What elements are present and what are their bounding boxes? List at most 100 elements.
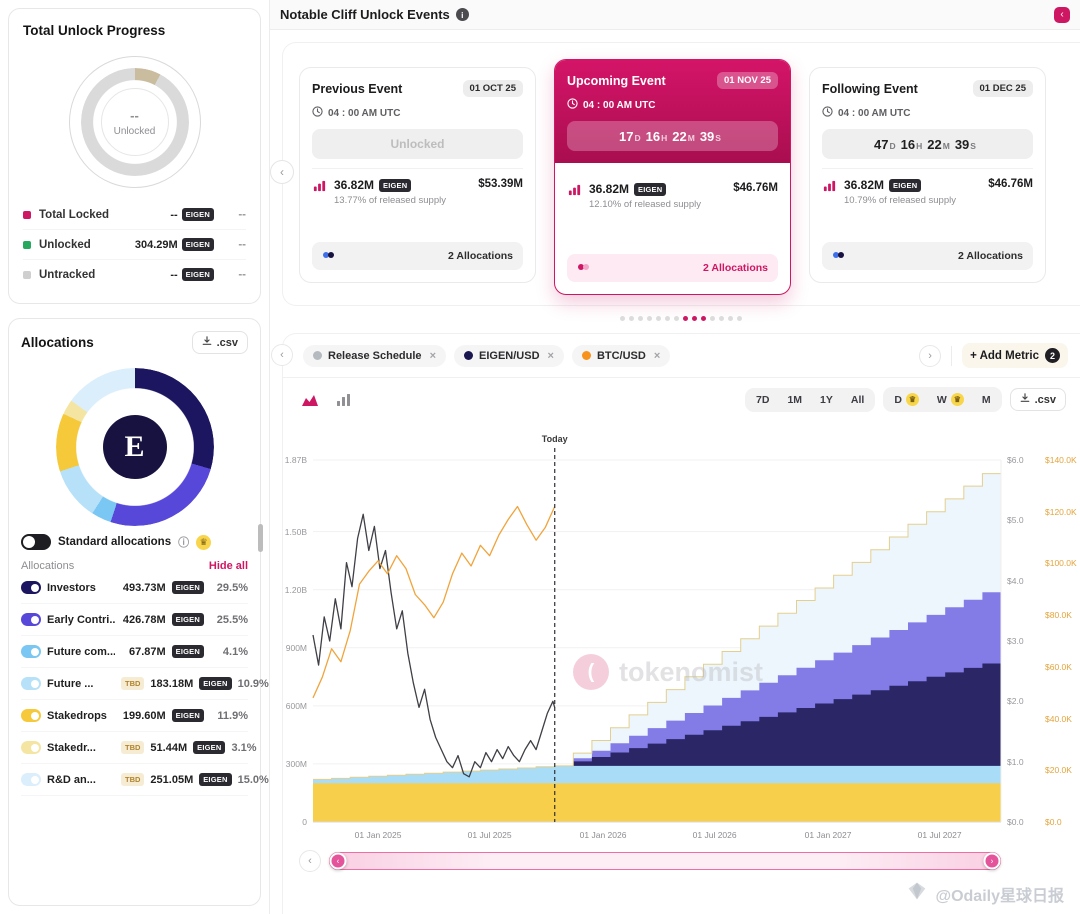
pagination-dot[interactable] — [674, 316, 679, 321]
standard-allocations-toggle[interactable] — [21, 534, 51, 550]
yleft-tick: 0 — [302, 817, 307, 827]
event-allocations-button[interactable]: 2 Allocations — [822, 242, 1033, 270]
close-icon[interactable]: × — [547, 349, 554, 362]
pagination-dot[interactable] — [638, 316, 643, 321]
time-range-brush[interactable]: ‹ › — [329, 852, 1001, 870]
allocation-row-rd-tbd[interactable]: R&D an... TBD 251.05M EIGEN 15.0% — [21, 764, 269, 796]
allocations-dots-icon — [322, 250, 336, 263]
allocation-percent: 11.9% — [217, 709, 248, 722]
supply-percent: 13.77% of released supply — [334, 195, 446, 206]
diamond-icon — [907, 881, 927, 906]
allocation-row-investors[interactable]: Investors 493.73M EIGEN 29.5% — [21, 572, 248, 604]
allocation-row-stakedrops[interactable]: Stakedrops 199.60M EIGEN 11.9% — [21, 700, 248, 732]
series-toggle[interactable] — [21, 581, 41, 594]
granularity-day[interactable]: D ♛ — [885, 389, 928, 410]
allocation-row-stakedrops-tbd[interactable]: Stakedr... TBD 51.44M EIGEN 3.1% — [21, 732, 257, 764]
close-icon[interactable]: × — [429, 349, 436, 362]
legend-secondary-value: -- — [238, 268, 246, 281]
event-allocations-button[interactable]: 2 Allocations — [312, 242, 523, 270]
info-icon[interactable]: i — [455, 8, 469, 21]
range-1y[interactable]: 1Y — [820, 393, 833, 406]
odaily-text: @Odaily星球日报 — [935, 887, 1064, 905]
unlock-amount: 36.82M — [334, 178, 375, 192]
bar-chart-type-button[interactable] — [331, 389, 357, 411]
xaxis-tick: 01 Jul 2027 — [917, 830, 962, 840]
series-toggle[interactable] — [21, 613, 41, 626]
previous-event-card: Previous Event 01 OCT 25 04 : 00 AM UTC … — [299, 67, 536, 283]
area-chart-type-button[interactable] — [297, 389, 323, 411]
allocation-name: Stakedr... — [47, 741, 96, 754]
allocation-percent: 29.5% — [216, 581, 248, 594]
granularity-week[interactable]: W ♛ — [928, 389, 973, 410]
allocation-value: 493.73M — [122, 581, 166, 594]
info-icon[interactable]: ⓘ — [178, 537, 190, 549]
chips-scroll-right-button[interactable]: › — [919, 344, 942, 367]
allocations-card-title: Allocations — [21, 335, 94, 350]
allocation-row-future-tbd[interactable]: Future ... TBD 183.18M EIGEN 10.9% — [21, 668, 269, 700]
collapse-panel-button[interactable]: ‹ — [1054, 6, 1070, 23]
pagination-dot[interactable] — [728, 316, 733, 321]
hide-all-link[interactable]: Hide all — [208, 560, 248, 572]
pagination-dot[interactable] — [629, 316, 634, 321]
divider — [951, 345, 953, 366]
allocation-row-early-contributors[interactable]: Early Contri... 426.78M EIGEN 25.5% — [21, 604, 248, 636]
pagination-dot[interactable] — [620, 316, 625, 321]
series-toggle[interactable] — [21, 645, 41, 658]
pagination-dot[interactable] — [719, 316, 724, 321]
brush-right-handle[interactable]: › — [983, 852, 1001, 870]
pagination-dot[interactable] — [710, 316, 715, 321]
ring-outer-circle — [68, 56, 201, 188]
sidebar-scrollbar[interactable] — [258, 524, 263, 552]
events-scroll-left-button[interactable]: ‹ — [270, 160, 294, 184]
yleft-tick: 1.50B — [284, 526, 307, 537]
allocation-name: Stakedrops — [47, 709, 107, 722]
countdown-seconds: 39 — [954, 136, 970, 152]
granularity-month[interactable]: M — [973, 389, 1000, 410]
brush-scroll-left-button[interactable]: ‹ — [299, 850, 321, 872]
range-all[interactable]: All — [850, 393, 865, 406]
unit: D — [634, 132, 641, 143]
allocation-row-future-community[interactable]: Future com... 67.87M EIGEN 4.1% — [21, 636, 248, 668]
legend-secondary-value: -- — [238, 208, 246, 221]
brush-left-handle[interactable]: ‹ — [329, 852, 347, 870]
pagination-dot[interactable] — [701, 316, 706, 321]
metric-chips-row: Release Schedule × EIGEN/USD × BTC/USD ×… — [283, 334, 1080, 378]
chart-plot[interactable] — [312, 448, 1002, 823]
chips-scroll-left-button[interactable]: ‹ — [271, 344, 293, 366]
chip-release-schedule[interactable]: Release Schedule × — [303, 344, 446, 367]
xaxis-tick: 01 Jan 2026 — [579, 830, 627, 840]
series-toggle[interactable] — [21, 677, 41, 690]
series-toggle[interactable] — [21, 773, 41, 786]
event-allocations-button[interactable]: 2 Allocations — [567, 254, 778, 282]
chip-label: EIGEN/USD — [479, 349, 540, 362]
countdown-days: 47 — [874, 136, 889, 152]
range-7d[interactable]: 7D — [756, 393, 770, 406]
chip-btc-usd[interactable]: BTC/USD × — [571, 344, 671, 367]
allocations-csv-button[interactable]: .csv — [191, 331, 248, 354]
crown-icon: ♛ — [196, 534, 212, 550]
pagination-dot[interactable] — [647, 316, 652, 321]
chart-csv-button[interactable]: .csv — [1009, 388, 1066, 411]
ring-label: Unlocked — [113, 125, 156, 137]
pagination-dot[interactable] — [737, 316, 742, 321]
range-1m[interactable]: 1M — [787, 393, 803, 406]
yusd-tick: $6.0 — [1007, 455, 1024, 465]
add-metric-button[interactable]: + Add Metric 2 — [962, 343, 1068, 368]
tbd-badge: TBD — [121, 741, 145, 754]
countdown-seconds: 39 — [699, 128, 715, 144]
divider — [312, 168, 523, 169]
chip-eigen-usd[interactable]: EIGEN/USD × — [454, 344, 564, 367]
pagination-dot[interactable] — [656, 316, 661, 321]
series-toggle[interactable] — [21, 709, 41, 722]
unlocked-status-pill: Unlocked — [312, 129, 523, 159]
series-dot-icon — [313, 351, 322, 360]
close-icon[interactable]: × — [653, 349, 661, 362]
ybtc-tick: $20.0K — [1045, 765, 1072, 776]
yusd-tick: $5.0 — [1007, 515, 1024, 526]
range-selector: 7D 1M 1Y All — [745, 387, 876, 412]
pagination-dot[interactable] — [692, 316, 697, 321]
pagination-dot[interactable] — [665, 316, 670, 321]
unlock-schedule-chart[interactable]: ( tokenomist 1.87B 1.50B 1.20B 900M 600M 300M… — [283, 416, 1080, 848]
pagination-dot[interactable] — [683, 316, 688, 321]
series-toggle[interactable] — [21, 741, 41, 754]
